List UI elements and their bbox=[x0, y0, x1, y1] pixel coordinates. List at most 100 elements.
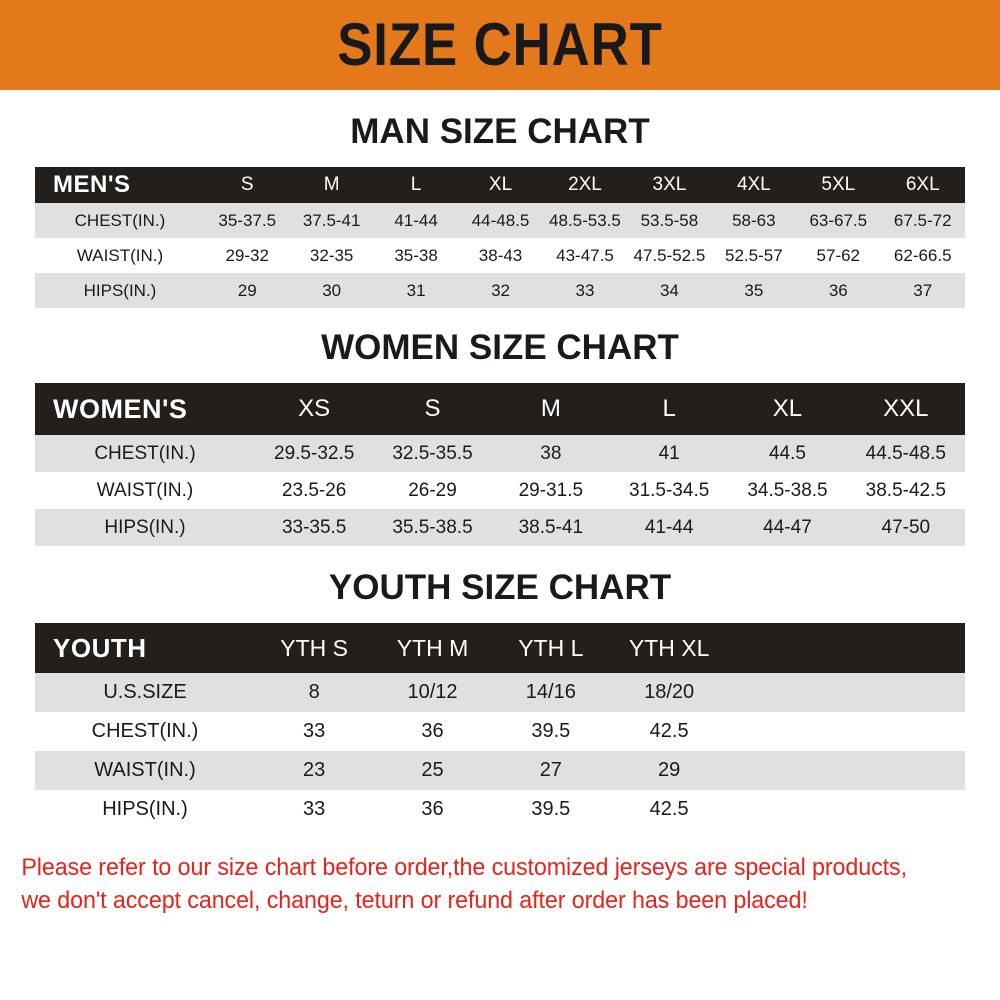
man-col-4: 2XL bbox=[568, 174, 602, 195]
man-cell-0-1: 37.5-41 bbox=[302, 210, 361, 230]
youth-cell-0-3: 18/20 bbox=[644, 681, 695, 703]
table-row: U.S.SIZE 8 10/12 14/16 18/20 bbox=[35, 673, 965, 712]
youth-table-body: U.S.SIZE 8 10/12 14/16 18/20 CHEST(IN.) … bbox=[35, 673, 965, 829]
women-cell-0-5: 44.5-48.5 bbox=[865, 442, 946, 464]
youth-cell-2-2: 27 bbox=[539, 759, 562, 781]
youth-col-4 bbox=[728, 623, 846, 673]
page-title: SIZE CHART bbox=[337, 11, 663, 78]
man-col-2: L bbox=[410, 174, 422, 195]
women-cell-1-4: 34.5-38.5 bbox=[747, 479, 828, 501]
man-col-3: XL bbox=[488, 174, 513, 195]
youth-cell-0-0: 8 bbox=[308, 681, 320, 703]
youth-col-2: YTH L bbox=[518, 634, 584, 661]
man-cell-2-8: 37 bbox=[913, 280, 933, 300]
youth-cell-3-3: 42.5 bbox=[649, 798, 689, 820]
women-cell-0-2: 38 bbox=[540, 442, 562, 464]
youth-cell-3-5 bbox=[847, 790, 965, 829]
youth-cell-3-1: 36 bbox=[421, 798, 444, 820]
man-cell-1-8: 62-66.5 bbox=[893, 245, 952, 265]
women-cell-2-0: 33-35.5 bbox=[281, 516, 347, 538]
table-row: HIPS(IN.) 29 30 31 32 33 34 35 36 37 bbox=[35, 273, 965, 308]
man-col-5: 3XL bbox=[652, 174, 687, 195]
man-cell-1-6: 52.5-57 bbox=[725, 245, 783, 265]
man-cell-2-4: 33 bbox=[575, 280, 595, 300]
youth-cell-1-4 bbox=[728, 712, 846, 751]
man-row-0-label: CHEST(IN.) bbox=[74, 210, 166, 230]
women-cell-1-1: 26-29 bbox=[408, 479, 457, 501]
women-table-header: WOMEN'S XS S M L XL XXL bbox=[35, 383, 965, 435]
man-row-2-label: HIPS(IN.) bbox=[83, 280, 157, 300]
man-cell-2-0: 29 bbox=[237, 280, 257, 300]
youth-cell-2-3: 29 bbox=[658, 759, 681, 781]
man-size-table: MEN'S S M L XL 2XL 3XL 4XL 5XL 6XL CHEST… bbox=[35, 167, 965, 308]
man-col-6: 4XL bbox=[736, 174, 771, 195]
women-cell-0-3: 41 bbox=[658, 442, 680, 464]
man-cell-1-5: 47.5-52.5 bbox=[633, 245, 706, 265]
man-cell-0-4: 48.5-53.5 bbox=[549, 210, 621, 230]
women-cell-1-0: 23.5-26 bbox=[281, 479, 347, 501]
women-cell-0-4: 44.5 bbox=[768, 442, 806, 464]
man-cell-2-6: 35 bbox=[744, 280, 764, 300]
man-table-wrap: MEN'S S M L XL 2XL 3XL 4XL 5XL 6XL CHEST… bbox=[35, 167, 965, 308]
women-size-table: WOMEN'S XS S M L XL XXL CHEST(IN.) 29.5-… bbox=[35, 383, 965, 546]
man-cell-2-1: 30 bbox=[322, 280, 342, 300]
women-row-1-label: WAIST(IN.) bbox=[96, 479, 194, 501]
youth-row-2-label: WAIST(IN.) bbox=[94, 759, 196, 781]
women-cell-2-1: 35.5-38.5 bbox=[392, 516, 473, 538]
man-cell-1-3: 38-43 bbox=[478, 245, 523, 265]
man-table-header: MEN'S S M L XL 2XL 3XL 4XL 5XL 6XL bbox=[35, 167, 965, 203]
man-cell-2-2: 31 bbox=[406, 280, 426, 300]
table-header-row: MEN'S S M L XL 2XL 3XL 4XL 5XL 6XL bbox=[35, 167, 965, 203]
women-cell-1-3: 31.5-34.5 bbox=[629, 479, 710, 501]
youth-cell-1-0: 33 bbox=[303, 720, 326, 742]
page-banner: SIZE CHART bbox=[0, 0, 1000, 90]
return-policy-notice: Please refer to our size chart before or… bbox=[0, 851, 970, 917]
table-header-row: WOMEN'S XS S M L XL XXL bbox=[35, 383, 965, 435]
table-row: WAIST(IN.) 29-32 32-35 35-38 38-43 43-47… bbox=[35, 238, 965, 273]
women-col-5: XXL bbox=[883, 395, 929, 422]
notice-line-2: we don't accept cancel, change, teturn o… bbox=[21, 887, 808, 915]
table-row: CHEST(IN.) 35-37.5 37.5-41 41-44 44-48.5… bbox=[35, 203, 965, 238]
man-cell-0-0: 35-37.5 bbox=[218, 210, 277, 230]
table-row: WAIST(IN.) 23 25 27 29 bbox=[35, 751, 965, 790]
youth-corner-label: YOUTH bbox=[53, 632, 147, 663]
man-cell-1-2: 35-38 bbox=[394, 245, 438, 265]
youth-row-1-label: CHEST(IN.) bbox=[91, 720, 199, 742]
youth-section-title: YOUTH SIZE CHART bbox=[328, 568, 672, 607]
women-cell-2-4: 44-47 bbox=[763, 516, 812, 538]
man-cell-0-7: 63-67.5 bbox=[809, 210, 868, 230]
youth-col-0: YTH S bbox=[280, 634, 349, 661]
man-col-8: 6XL bbox=[905, 174, 940, 195]
youth-table-header: YOUTH YTH S YTH M YTH L YTH XL bbox=[35, 623, 965, 673]
man-cell-0-8: 67.5-72 bbox=[893, 210, 952, 230]
youth-cell-2-5 bbox=[847, 751, 965, 790]
youth-cell-3-2: 39.5 bbox=[531, 798, 571, 820]
man-col-7: 5XL bbox=[821, 174, 856, 195]
youth-cell-3-0: 33 bbox=[303, 798, 326, 820]
youth-cell-1-3: 42.5 bbox=[649, 720, 689, 742]
women-cell-0-1: 32.5-35.5 bbox=[392, 442, 473, 464]
women-cell-2-5: 47-50 bbox=[881, 516, 931, 538]
man-corner-label: MEN'S bbox=[53, 171, 131, 198]
man-cell-1-4: 43-47.5 bbox=[556, 245, 614, 265]
table-row: HIPS(IN.) 33-35.5 35.5-38.5 38.5-41 41-4… bbox=[35, 509, 965, 546]
women-col-1: S bbox=[424, 395, 441, 422]
man-cell-0-3: 44-48.5 bbox=[471, 210, 530, 230]
man-cell-1-0: 29-32 bbox=[225, 245, 269, 265]
youth-cell-0-2: 14/16 bbox=[525, 681, 576, 703]
man-cell-0-6: 58-63 bbox=[732, 210, 776, 230]
man-cell-2-3: 32 bbox=[491, 280, 510, 300]
women-cell-2-2: 38.5-41 bbox=[518, 516, 584, 538]
women-cell-2-3: 41-44 bbox=[644, 516, 694, 538]
women-cell-0-0: 29.5-32.5 bbox=[274, 442, 355, 464]
table-row: WAIST(IN.) 23.5-26 26-29 29-31.5 31.5-34… bbox=[35, 472, 965, 509]
women-corner-label: WOMEN'S bbox=[53, 393, 188, 424]
man-table-body: CHEST(IN.) 35-37.5 37.5-41 41-44 44-48.5… bbox=[35, 203, 965, 308]
women-col-3: L bbox=[662, 395, 676, 422]
youth-cell-1-5 bbox=[847, 712, 965, 751]
youth-cell-2-4 bbox=[728, 751, 846, 790]
man-cell-0-5: 53.5-58 bbox=[640, 210, 699, 230]
youth-cell-0-4 bbox=[728, 673, 846, 712]
women-table-body: CHEST(IN.) 29.5-32.5 32.5-35.5 38 41 44.… bbox=[35, 435, 965, 546]
